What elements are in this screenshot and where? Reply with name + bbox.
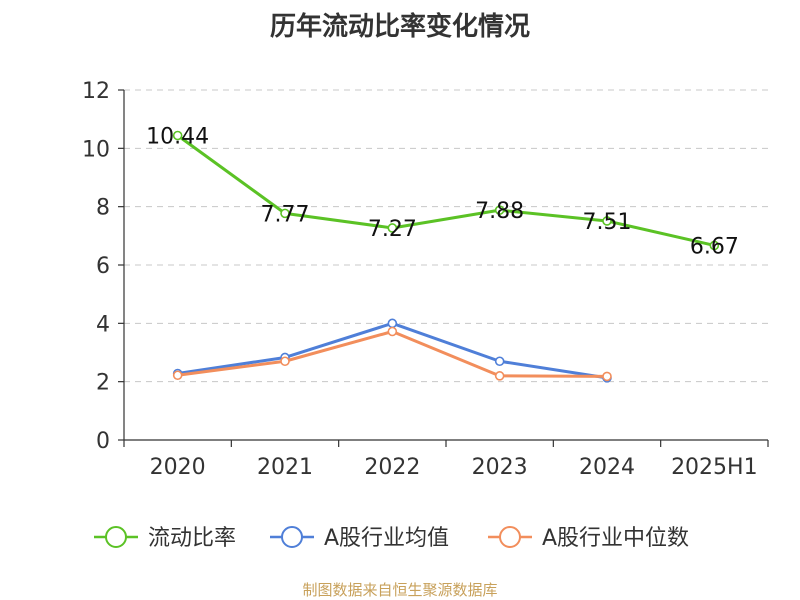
data-point[interactable]	[387, 223, 398, 233]
y-tick-label: 10	[82, 137, 110, 162]
data-point[interactable]	[280, 208, 290, 219]
x-tick-label: 2022	[364, 455, 420, 480]
series-line	[177, 330, 608, 378]
legend[interactable]: 流动比率 A股行业均值 A股行业中位数	[94, 526, 689, 551]
data-label: 10.44	[146, 125, 209, 150]
x-tick-label: 2021	[257, 455, 313, 480]
data-labels: 10.44 7.77 7.27 7.88 7.51 6.67	[146, 125, 739, 260]
series-2	[172, 326, 612, 382]
data-label: 7.88	[475, 199, 524, 224]
legend-label: A股行业中位数	[542, 526, 689, 551]
data-label: 6.67	[690, 234, 739, 259]
x-tick-label: 2023	[472, 455, 528, 480]
legend-marker	[499, 526, 521, 548]
legend-label: A股行业均值	[324, 526, 449, 551]
data-point[interactable]	[387, 326, 398, 337]
legend-label: 流动比率	[148, 526, 236, 551]
legend-item-1[interactable]: A股行业均值	[270, 526, 449, 551]
data-point[interactable]	[494, 205, 505, 215]
data-point[interactable]	[709, 240, 720, 251]
y-tick-label: 0	[96, 429, 110, 454]
data-point[interactable]	[387, 318, 398, 329]
data-point[interactable]	[602, 216, 612, 226]
x-tick-label: 2020	[150, 455, 206, 480]
x-tick-label: 2024	[579, 455, 635, 480]
y-tick-label: 4	[96, 312, 110, 337]
series-layer	[172, 130, 720, 383]
data-point[interactable]	[172, 370, 183, 381]
y-tick-label: 12	[82, 79, 110, 104]
chart-title: 历年流动比率变化情况	[270, 11, 530, 42]
x-tick-label: 2025H1	[671, 455, 758, 480]
series-0	[172, 130, 720, 251]
data-point[interactable]	[494, 356, 505, 367]
data-label: 7.27	[368, 217, 417, 242]
y-tick-label: 6	[96, 254, 110, 279]
legend-item-2[interactable]: A股行业中位数	[488, 526, 689, 551]
data-label: 7.51	[583, 210, 632, 235]
axes: 0 2 4 6 8 10 12 2020 2021 2022 2023 2024 2025H1	[82, 79, 769, 480]
grid	[124, 89, 768, 383]
series-line	[176, 134, 715, 247]
data-point[interactable]	[602, 371, 612, 382]
data-label: 7.77	[261, 202, 310, 227]
legend-marker	[281, 526, 303, 548]
y-tick-label: 2	[96, 371, 110, 396]
data-point[interactable]	[172, 130, 183, 141]
legend-marker	[105, 526, 127, 548]
y-tick-label: 8	[96, 196, 110, 221]
legend-item-0[interactable]: 流动比率	[94, 526, 236, 551]
data-point[interactable]	[494, 371, 505, 381]
data-point[interactable]	[280, 356, 290, 367]
source-note: 制图数据来自恒生聚源数据库	[302, 581, 497, 599]
